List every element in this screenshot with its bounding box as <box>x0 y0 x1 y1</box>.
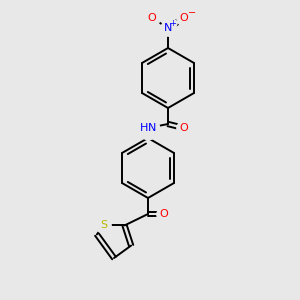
Text: O: O <box>160 209 168 219</box>
Text: O: O <box>180 13 188 23</box>
Text: −: − <box>188 8 196 18</box>
Text: O: O <box>148 13 156 23</box>
Text: N: N <box>164 23 172 33</box>
Text: S: S <box>100 220 107 230</box>
Text: O: O <box>180 123 188 133</box>
Text: +: + <box>169 19 176 28</box>
Text: N: N <box>148 123 156 133</box>
Text: H: H <box>140 123 148 133</box>
